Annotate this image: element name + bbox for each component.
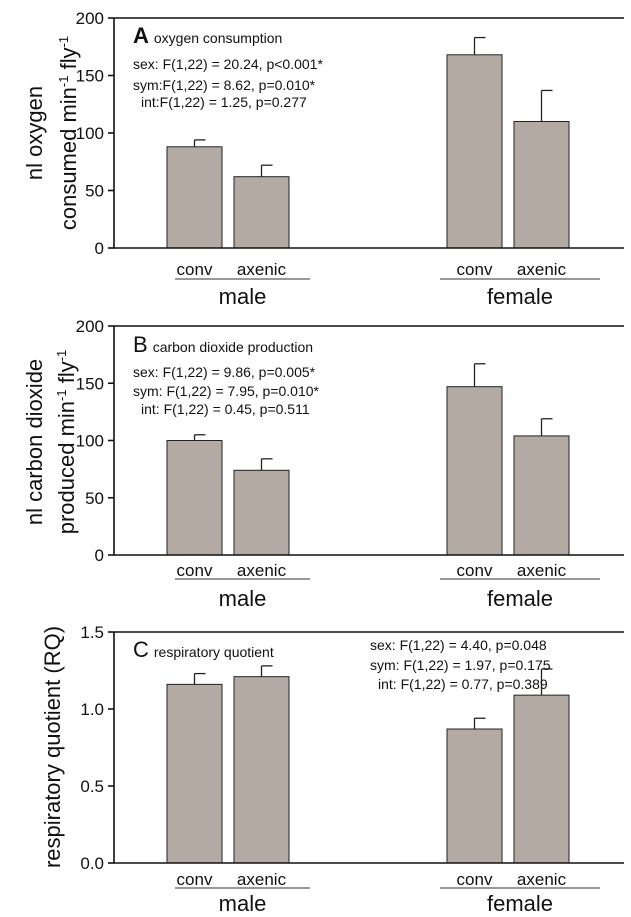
chart-panel-c: 0.0 0.5 1.0 1.5 respiratory quotient (RQ) con… [40, 623, 624, 916]
y-axis-label-line1: nl carbon dioxide [22, 359, 47, 525]
group-label-male: male [219, 586, 267, 611]
category-label-conv: conv [457, 260, 493, 279]
bar-conv-male [166, 146, 223, 249]
panel-title-text: carbon dioxide production [153, 339, 313, 355]
anova-stat-line: sym: F(1,22) = 1.97, p=0.175 [370, 657, 551, 673]
y-axis-label-unit: fly [54, 361, 79, 389]
anova-stat-line: sym: F(1,22) = 7.95, p=0.010* [133, 383, 320, 399]
anova-stat-line: sex: F(1,22) = 9.86, p=0.005* [133, 364, 316, 380]
chart-panel-b: 0 50 100 150 200 nl carbon dioxide produced mi… [22, 317, 624, 611]
category-label-conv: conv [177, 561, 213, 580]
bar-axenic-female [513, 694, 570, 864]
bar-conv-female [446, 386, 503, 556]
y-axis-label-line2: produced min-1 fly-1 [54, 350, 79, 535]
y-axis-label-line2: consumed min-1 fly-1 [56, 36, 81, 230]
bar-conv-female [446, 728, 503, 864]
anova-stat-line: sym:F(1,22) = 8.62, p=0.010* [133, 77, 316, 93]
y-axis-label-unit: fly [56, 47, 81, 75]
y-tick-label: 100 [76, 432, 104, 451]
y-tick-label: 0 [95, 239, 104, 258]
panel-letter: A [133, 23, 149, 48]
group-label-male: male [219, 284, 267, 309]
y-tick-label: 50 [85, 489, 104, 508]
bar-axenic-male [233, 676, 290, 864]
y-axis-label-superscript: -1 [56, 76, 71, 88]
y-tick-label: 50 [85, 182, 104, 201]
y-tick-label: 0.0 [80, 854, 104, 873]
category-label-axenic: axenic [237, 561, 287, 580]
category-label-conv: conv [177, 260, 213, 279]
y-axis-label-line1: nl oxygen [22, 86, 47, 180]
bar-conv-male [166, 440, 223, 556]
category-label-axenic: axenic [237, 870, 287, 889]
y-tick-label: 0 [95, 546, 104, 565]
y-tick-label: 200 [76, 317, 104, 336]
y-axis-label-unit: consumed min [56, 87, 81, 230]
bar-axenic-male [233, 176, 290, 249]
group-label-female: female [487, 586, 553, 611]
category-label-axenic: axenic [517, 561, 567, 580]
y-tick-label: 1.0 [80, 700, 104, 719]
bar-conv-female [446, 54, 503, 249]
anova-stat-line: int: F(1,22) = 0.77, p=0.389 [378, 676, 548, 692]
bar-conv-male [166, 683, 223, 864]
category-label-conv: conv [177, 870, 213, 889]
y-axis-label: respiratory quotient (RQ) [40, 626, 65, 868]
anova-stat-line: sex: F(1,22) = 4.40, p=0.048 [370, 637, 547, 653]
group-label-female: female [487, 891, 553, 916]
anova-stat-line: sex: F(1,22) = 20.24, p<0.001* [133, 56, 323, 72]
bar-axenic-female [513, 435, 570, 556]
category-label-axenic: axenic [237, 260, 287, 279]
y-axis-label-unit: produced min [54, 401, 79, 534]
bar-axenic-female [513, 121, 570, 249]
anova-stat-line: int: F(1,22) = 0.45, p=0.511 [141, 401, 310, 417]
panel-title-text: respiratory quotient [154, 644, 274, 660]
y-tick-label: 150 [76, 67, 104, 86]
anova-stat-line: int:F(1,22) = 1.25, p=0.277 [141, 94, 307, 110]
y-axis-label-superscript: -1 [56, 36, 71, 48]
y-tick-label: 100 [76, 124, 104, 143]
category-label-conv: conv [457, 561, 493, 580]
bar-axenic-male [233, 469, 290, 556]
category-label-axenic: axenic [517, 870, 567, 889]
panel-letter: B [133, 332, 148, 357]
group-label-male: male [219, 891, 267, 916]
category-label-axenic: axenic [517, 260, 567, 279]
y-axis-label-superscript: -1 [54, 389, 69, 401]
y-tick-label: 200 [76, 9, 104, 28]
panel-title-text: oxygen consumption [154, 30, 282, 46]
y-tick-label: 1.5 [80, 623, 104, 642]
panel-letter: C [133, 637, 149, 662]
y-tick-label: 0.5 [80, 777, 104, 796]
y-tick-label: 150 [76, 374, 104, 393]
category-label-conv: conv [457, 870, 493, 889]
y-axis-label-superscript: -1 [54, 350, 69, 362]
group-label-female: female [487, 284, 553, 309]
